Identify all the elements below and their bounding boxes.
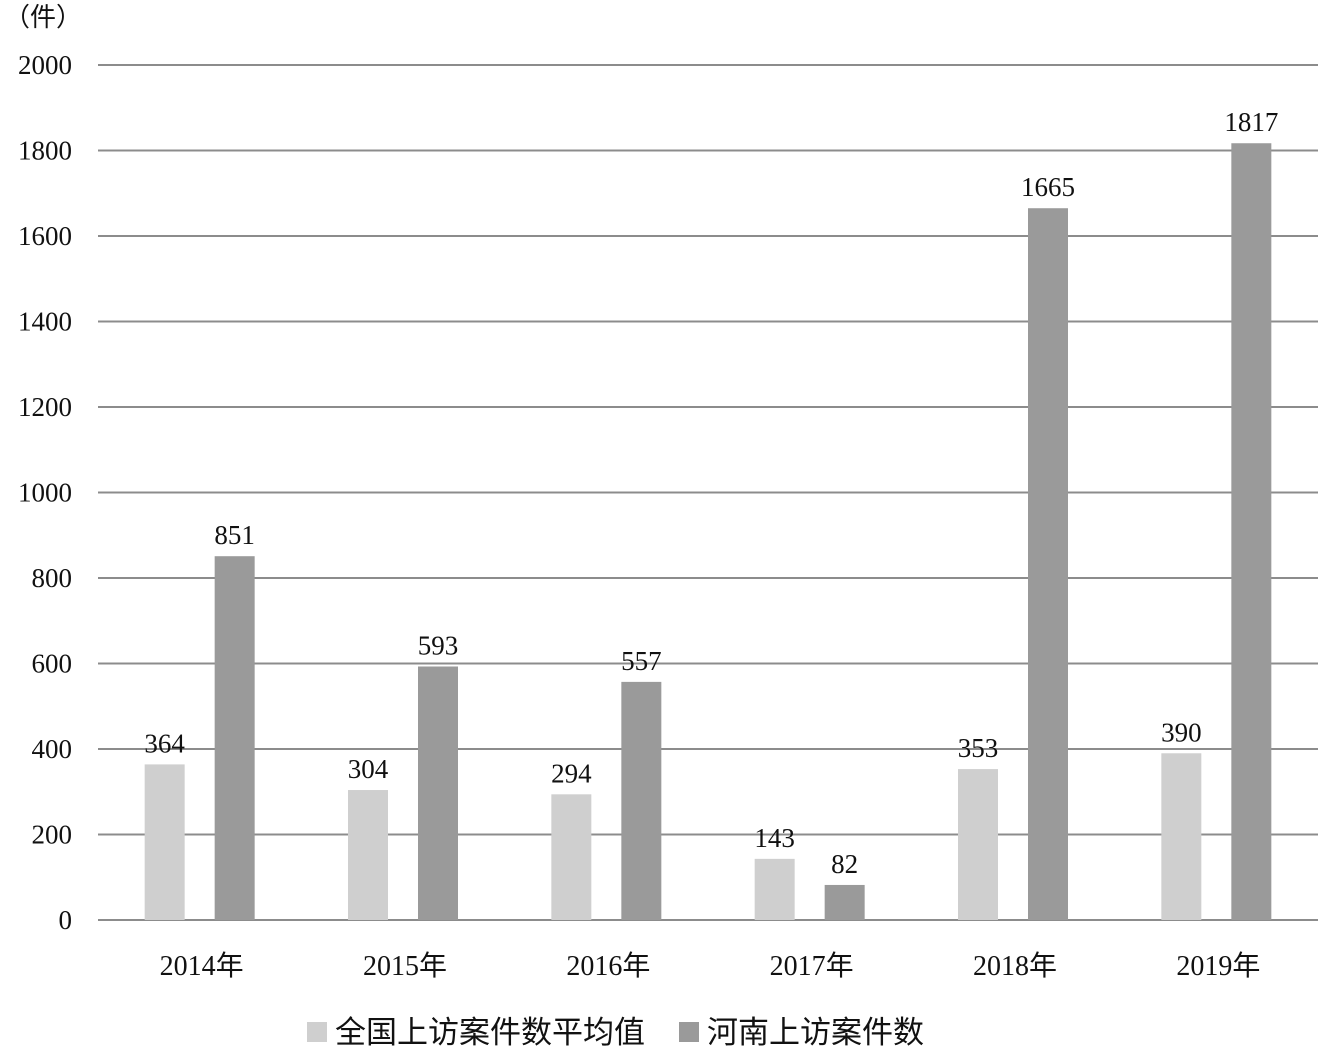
data-label: 364 xyxy=(144,728,185,758)
y-axis-unit-label: （件） xyxy=(4,3,82,33)
legend: 全国上访案件数平均值 河南上访案件数 xyxy=(307,1015,924,1051)
bar-henan-2018年 xyxy=(1028,208,1068,920)
bar-national-average-2014年 xyxy=(144,764,185,920)
y-tick-label: 200 xyxy=(32,820,73,850)
gridlines xyxy=(98,64,1318,921)
bars xyxy=(144,143,1272,921)
data-label: 1665 xyxy=(1021,172,1075,202)
data-label: 294 xyxy=(551,758,592,788)
x-tick-label: 2014年 xyxy=(160,950,244,982)
legend-swatch xyxy=(679,1022,699,1042)
legend-entry: 河南上访案件数 xyxy=(707,1015,924,1051)
y-tick-label: 800 xyxy=(32,563,73,593)
bar-henan-2015年 xyxy=(418,666,458,920)
x-tick-label: 2019年 xyxy=(1176,950,1260,982)
y-axis-ticks: 0 200 400 600 800 1000 1200 1400 1600 1800 2000 xyxy=(18,50,72,935)
data-label: 82 xyxy=(831,849,858,879)
x-tick-label: 2018年 xyxy=(973,950,1057,982)
y-tick-label: 1400 xyxy=(18,307,72,337)
bar-national-average-2019年 xyxy=(1161,753,1202,920)
data-label: 353 xyxy=(958,733,999,763)
bar-henan-2016年 xyxy=(621,681,662,920)
y-tick-label: 1800 xyxy=(18,136,72,166)
data-label: 143 xyxy=(754,823,795,853)
y-tick-label: 0 xyxy=(59,905,73,935)
bar-henan-2017年 xyxy=(824,884,865,920)
data-label: 1817 xyxy=(1224,107,1278,137)
x-axis-categories: 2014年 2015年 2016年 2017年 2018年 2019年 xyxy=(160,950,1261,982)
y-tick-label: 1600 xyxy=(18,221,72,251)
x-tick-label: 2016年 xyxy=(566,950,650,982)
x-tick-label: 2015年 xyxy=(363,950,447,982)
data-labels: 364 851 304 593 294 557 143 82 353 1665 390 1817 xyxy=(144,107,1278,879)
data-label: 557 xyxy=(621,646,662,676)
data-label: 593 xyxy=(418,630,459,660)
x-tick-label: 2017年 xyxy=(770,950,854,982)
legend-swatch xyxy=(307,1022,327,1042)
data-label: 390 xyxy=(1161,717,1202,747)
y-tick-label: 1200 xyxy=(18,392,72,422)
y-tick-label: 400 xyxy=(32,734,73,764)
y-tick-label: 2000 xyxy=(18,50,72,80)
data-label: 851 xyxy=(214,520,255,550)
bar-national-average-2017年 xyxy=(754,858,795,920)
bar-national-average-2015年 xyxy=(348,790,388,920)
y-tick-label: 600 xyxy=(32,649,73,679)
bar-national-average-2016年 xyxy=(551,794,592,920)
y-tick-label: 1000 xyxy=(18,478,72,508)
bar-national-average-2018年 xyxy=(958,769,998,920)
data-label: 304 xyxy=(348,754,389,784)
bar-henan-2014年 xyxy=(214,556,255,920)
bar-henan-2019年 xyxy=(1231,143,1272,921)
legend-entry: 全国上访案件数平均值 xyxy=(335,1015,645,1051)
